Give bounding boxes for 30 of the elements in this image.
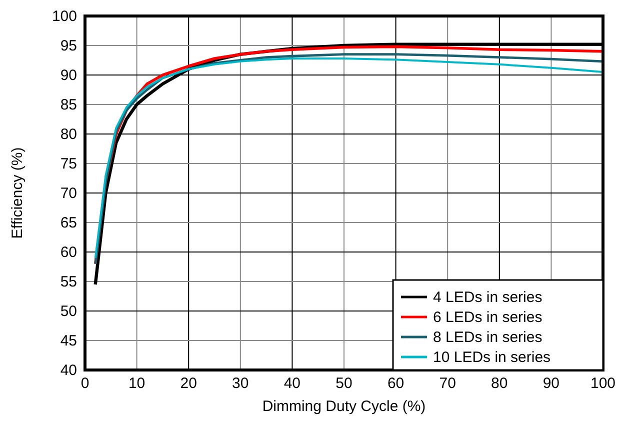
x-tick-label: 10 xyxy=(128,375,146,392)
y-tick-label: 90 xyxy=(60,67,77,84)
y-tick-label: 60 xyxy=(60,244,77,261)
x-tick-label: 40 xyxy=(284,375,301,392)
x-axis-title: Dimming Duty Cycle (%) xyxy=(262,398,426,415)
x-tick-label: 60 xyxy=(387,375,404,392)
y-tick-label: 100 xyxy=(52,8,77,25)
y-tick-label: 65 xyxy=(60,214,77,232)
x-tick-label: 50 xyxy=(336,375,352,392)
y-tick-label: 75 xyxy=(60,156,77,172)
y-tick-label: 45 xyxy=(60,332,77,350)
legend-label: 6 LEDs in series xyxy=(433,309,542,326)
y-tick-label: 85 xyxy=(60,96,77,114)
y-tick-label: 50 xyxy=(60,303,77,320)
y-tick-label: 55 xyxy=(60,274,77,290)
y-axis-title: Efficiency (%) xyxy=(9,147,26,239)
x-tick-label: 0 xyxy=(80,375,90,392)
x-tick-label: 30 xyxy=(232,375,249,392)
x-tick-label: 70 xyxy=(439,375,456,392)
y-tick-label: 80 xyxy=(60,126,77,143)
x-tick-label: 100 xyxy=(590,375,616,392)
x-tick-label: 80 xyxy=(491,375,508,392)
y-tick-label: 95 xyxy=(60,38,77,54)
legend-label: 8 LEDs in series xyxy=(433,329,542,346)
y-tick-label: 70 xyxy=(60,185,77,202)
legend-label: 4 LEDs in series xyxy=(433,289,542,306)
y-tick-label: 40 xyxy=(60,362,77,379)
legend-label: 10 LEDs in series xyxy=(433,349,551,366)
x-tick-label: 90 xyxy=(542,375,560,392)
x-tick-label: 20 xyxy=(180,375,197,392)
